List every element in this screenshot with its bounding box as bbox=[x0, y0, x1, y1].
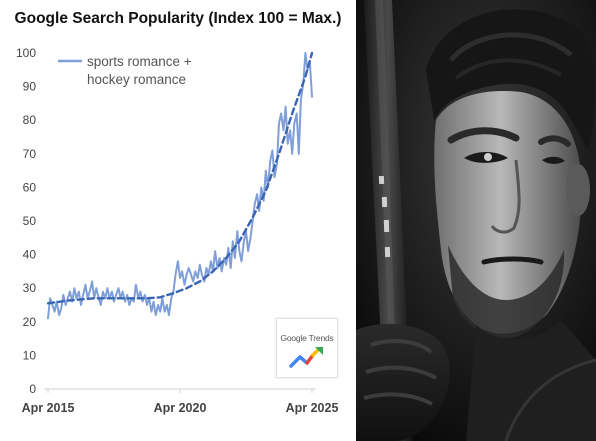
trend-line bbox=[46, 51, 314, 305]
x-tick-label: Apr 2020 bbox=[154, 401, 207, 415]
y-tick-label: 100 bbox=[16, 46, 36, 60]
y-tick-label: 40 bbox=[23, 248, 37, 262]
legend-label: hockey romance bbox=[87, 72, 186, 87]
y-tick-label: 70 bbox=[23, 147, 37, 161]
y-tick-label: 20 bbox=[23, 315, 37, 329]
legend-label: sports romance + bbox=[87, 54, 192, 69]
google-trends-logo-text: Google Trends bbox=[280, 333, 334, 343]
y-tick-label: 0 bbox=[29, 382, 36, 396]
y-tick-label: 10 bbox=[23, 348, 37, 362]
google-trends-logo: Google Trends bbox=[276, 318, 338, 378]
y-tick-label: 90 bbox=[23, 80, 37, 94]
y-tick-label: 60 bbox=[23, 180, 37, 194]
chart-title: Google Search Popularity (Index 100 = Ma… bbox=[15, 10, 342, 27]
y-tick-label: 50 bbox=[23, 214, 37, 228]
y-tick-label: 80 bbox=[23, 113, 37, 127]
chart-panel: Google Search Popularity (Index 100 = Ma… bbox=[14, 10, 342, 415]
hockey-player-portrait-image bbox=[356, 0, 596, 441]
series-line-0 bbox=[47, 52, 313, 320]
trend-arrow-icon bbox=[289, 347, 323, 368]
hockey-player-photo bbox=[356, 0, 596, 441]
line-chart: Google Search Popularity (Index 100 = Ma… bbox=[15, 10, 342, 415]
x-tick-label: Apr 2015 bbox=[22, 401, 75, 415]
x-tick-label: Apr 2025 bbox=[286, 401, 339, 415]
y-tick-label: 30 bbox=[23, 281, 37, 295]
